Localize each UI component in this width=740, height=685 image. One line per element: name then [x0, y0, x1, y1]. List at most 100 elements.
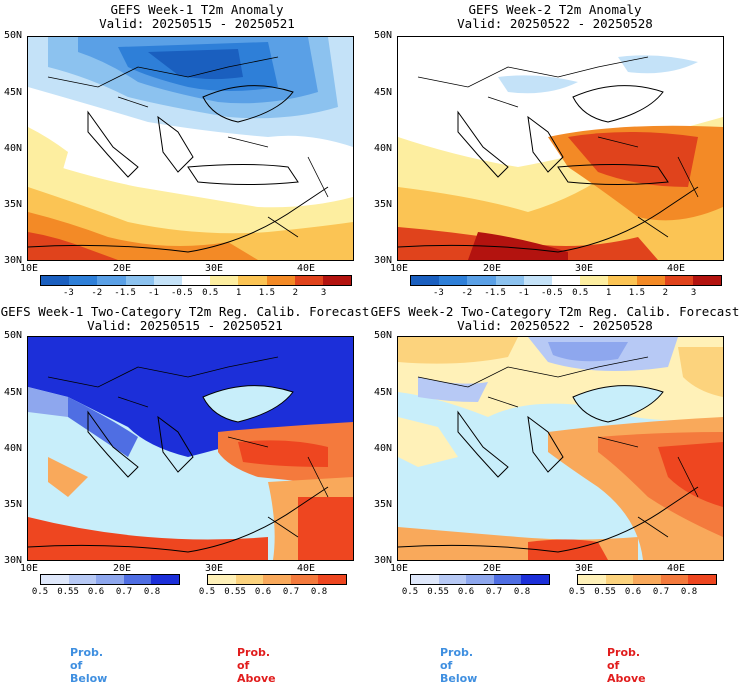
- anomaly-map-week2: [397, 36, 724, 261]
- colorbar-swatch: [322, 276, 352, 285]
- probability-map-week2: [397, 336, 724, 561]
- colorbar-tick-label: 2: [662, 288, 668, 298]
- colorbar-tick-label: -0.5: [541, 288, 563, 298]
- prob-above-label: Prob. of Above: [237, 646, 276, 685]
- colorbar-tick-label: -3: [62, 288, 74, 298]
- panel-valid-dates: Valid: 20250515 - 20250521: [87, 318, 283, 333]
- lat-label: 30N: [4, 555, 23, 566]
- above-colorbar: [577, 574, 717, 585]
- prob-below-label: Prob. of Below: [70, 646, 108, 685]
- probability-map-week1: [27, 336, 354, 561]
- colorbar-tick-label: 0.5: [568, 587, 586, 597]
- colorbar-tick-label: 0.6: [624, 587, 642, 597]
- lon-label: 20E: [483, 563, 502, 574]
- colorbar-swatch: [125, 276, 154, 285]
- colorbar-swatch: [688, 575, 716, 584]
- lat-label: 30N: [374, 555, 393, 566]
- lon-label: 20E: [483, 263, 502, 274]
- colorbar-swatch: [153, 276, 182, 285]
- colorbar-swatch: [97, 276, 126, 285]
- colorbar-tick-label: 0.8: [143, 587, 161, 597]
- colorbar-swatch: [660, 575, 689, 584]
- lon-label: 10E: [20, 563, 39, 574]
- colorbar-tick-label: 0.8: [310, 587, 328, 597]
- colorbar-tick-label: 0.6: [457, 587, 475, 597]
- panel-title: GEFS Week-1 T2m Anomaly: [110, 2, 284, 17]
- colorbar-swatch: [608, 276, 637, 285]
- colorbar-tick-label: 0.7: [115, 587, 133, 597]
- lon-label: 40E: [667, 263, 686, 274]
- lat-label: 40N: [374, 443, 393, 454]
- lat-label: 45N: [374, 387, 393, 398]
- lat-label: 30N: [4, 255, 23, 266]
- colorbar-swatch: [266, 276, 295, 285]
- lon-label: 10E: [390, 263, 409, 274]
- panel-title: GEFS Week-1 Two-Category T2m Reg. Calib.…: [0, 304, 370, 319]
- colorbar-swatch: [411, 276, 440, 285]
- anomaly-colorbar: [410, 275, 722, 286]
- lat-label: 50N: [4, 30, 23, 41]
- colorbar-tick-label: 3: [690, 288, 697, 298]
- lat-label: 40N: [4, 443, 23, 454]
- lon-label: 10E: [390, 563, 409, 574]
- colorbar-swatch: [238, 276, 267, 285]
- colorbar-swatch: [123, 575, 152, 584]
- lon-label: 10E: [20, 263, 39, 274]
- colorbar-tick-label: -2: [461, 288, 473, 298]
- colorbar-tick-label: 0.55: [57, 587, 79, 597]
- colorbar-tick-label: 0.8: [680, 587, 698, 597]
- colorbar-swatch: [263, 575, 291, 584]
- colorbar-swatch: [523, 276, 552, 285]
- lat-label: 35N: [4, 499, 23, 510]
- colorbar-swatch: [318, 575, 346, 584]
- panel-valid-dates: Valid: 20250522 - 20250528: [457, 318, 653, 333]
- prob-below-label: Prob. of Below: [440, 646, 478, 685]
- colorbar-tick-label: -1: [518, 288, 529, 298]
- lat-label: 40N: [374, 143, 393, 154]
- colorbar-swatch: [411, 575, 439, 584]
- colorbar-swatch: [580, 276, 609, 285]
- colorbar-swatch: [294, 276, 323, 285]
- lon-label: 30E: [205, 563, 224, 574]
- colorbar-swatch: [636, 276, 665, 285]
- colorbar-swatch: [290, 575, 319, 584]
- colorbar-tick-label: 0.7: [485, 587, 503, 597]
- colorbar-swatch: [605, 575, 634, 584]
- colorbar-tick-label: 0.5: [202, 288, 219, 298]
- colorbar-swatch: [633, 575, 661, 584]
- colorbar-tick-label: -1: [148, 288, 159, 298]
- colorbar-swatch: [41, 276, 70, 285]
- colorbar-swatch: [493, 575, 522, 584]
- lat-label: 45N: [374, 87, 393, 98]
- below-colorbar: [40, 574, 180, 585]
- colorbar-swatch: [210, 276, 239, 285]
- colorbar-swatch: [692, 276, 722, 285]
- prob-above-label: Prob. of Above: [607, 646, 646, 685]
- panel-title: GEFS Week-2 T2m Anomaly: [468, 2, 642, 17]
- colorbar-tick-label: 0.5: [401, 587, 419, 597]
- colorbar-tick-label: 0.5: [31, 587, 49, 597]
- anomaly-map-week1: [27, 36, 354, 261]
- colorbar-tick-label: 0.55: [427, 587, 449, 597]
- colorbar-tick-label: 0.7: [282, 587, 300, 597]
- lon-label: 30E: [205, 263, 224, 274]
- colorbar-tick-label: 0.8: [513, 587, 531, 597]
- colorbar-tick-label: -1.5: [114, 288, 136, 298]
- colorbar-tick-label: 0.5: [198, 587, 216, 597]
- lon-label: 40E: [297, 263, 316, 274]
- lon-label: 40E: [667, 563, 686, 574]
- lat-label: 40N: [4, 143, 23, 154]
- colorbar-tick-label: 1.5: [628, 288, 646, 298]
- colorbar-swatch: [181, 276, 211, 285]
- colorbar-tick-label: -1.5: [484, 288, 506, 298]
- lon-label: 20E: [113, 563, 132, 574]
- colorbar-swatch: [235, 575, 264, 584]
- lat-label: 50N: [4, 330, 23, 341]
- colorbar-swatch: [466, 575, 494, 584]
- lon-label: 30E: [575, 263, 594, 274]
- panel-title: GEFS Week-2 Two-Category T2m Reg. Calib.…: [370, 304, 740, 319]
- colorbar-swatch: [551, 276, 581, 285]
- colorbar-swatch: [521, 575, 549, 584]
- above-colorbar: [207, 574, 347, 585]
- lat-label: 35N: [374, 199, 393, 210]
